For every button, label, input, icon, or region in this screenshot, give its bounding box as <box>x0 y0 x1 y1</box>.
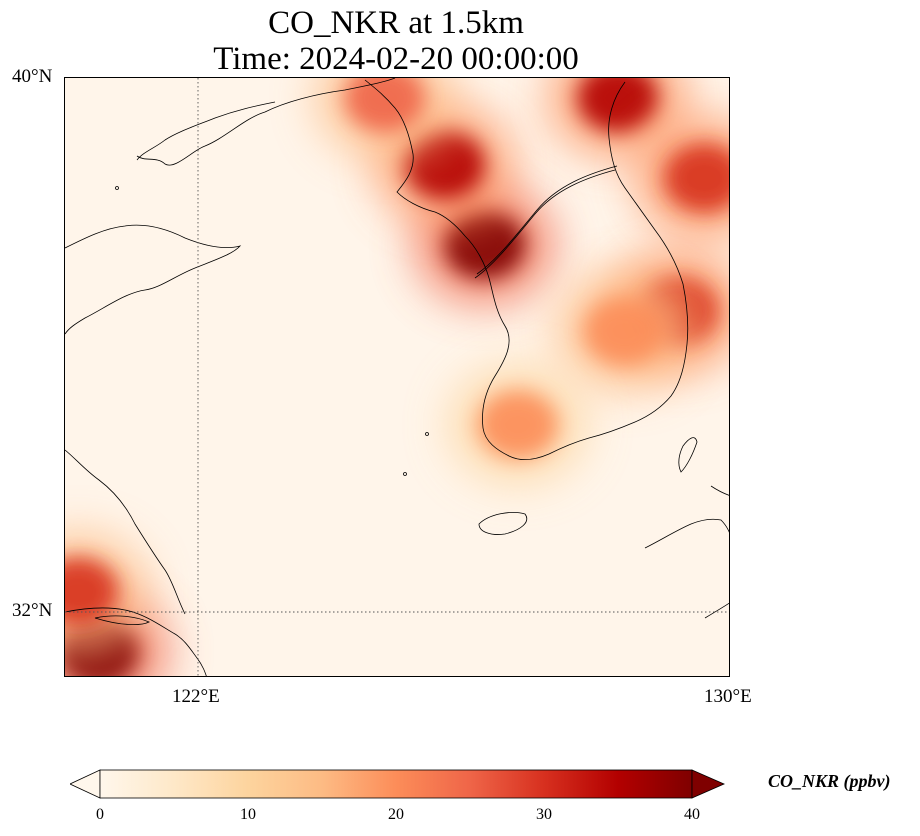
hotspot-core-2 <box>344 78 425 132</box>
coastline-yangtze <box>65 607 207 676</box>
concentration-field <box>65 78 729 676</box>
border-nk <box>474 169 616 279</box>
coastline-bohai-north <box>136 78 396 166</box>
colorbar-extend-max <box>691 769 725 799</box>
map-panel[interactable] <box>64 77 730 677</box>
coastline-kyushu-2 <box>644 518 729 549</box>
hotspot-core-3 <box>577 78 658 132</box>
map-canvas <box>65 78 729 676</box>
colorbar-extend-min <box>70 769 101 799</box>
coastline-korea-south <box>548 81 689 455</box>
small-island <box>115 186 119 190</box>
lon-tick-122e: 122°E <box>172 686 220 707</box>
colorbar-label: CO_NKR (ppbv) <box>768 771 891 791</box>
coastline-korea-west <box>364 79 550 460</box>
colorbar-tick-30: 30 <box>536 806 552 823</box>
hotspot-core-6 <box>584 297 665 366</box>
hotspot-core-7 <box>477 390 558 459</box>
map-title: CO_NKR at 1.5km <box>268 5 524 41</box>
colorbar-tick-0: 0 <box>96 806 104 823</box>
yangtze-island <box>94 615 150 626</box>
small-island <box>425 432 429 436</box>
border-nk-2 <box>476 165 618 275</box>
colorbar-tick-40: 40 <box>684 806 700 823</box>
hotspot-core-1 <box>404 130 485 199</box>
jeju-island <box>478 512 528 535</box>
coastline-shandong <box>65 224 242 335</box>
colorbar-tick-20: 20 <box>388 806 404 823</box>
hotspot-core-0 <box>444 210 525 279</box>
lon-tick-130e: 130°E <box>704 686 752 707</box>
lat-tick-40n: 40°N <box>12 66 53 87</box>
gridlines <box>65 78 729 676</box>
map-time-subtitle: Time: 2024-02-20 00:00:00 <box>213 41 579 77</box>
coastline-kyushu-3 <box>704 602 729 619</box>
colorbar <box>70 769 725 799</box>
colorbar-tick-10: 10 <box>240 806 256 823</box>
coastlines <box>65 78 729 676</box>
hotspot-core-4 <box>664 144 729 212</box>
coastline-kyushu <box>710 485 729 496</box>
colorbar-gradient <box>99 769 693 799</box>
small-island <box>403 472 407 476</box>
coastline-china-east <box>65 449 186 615</box>
tsushima-island <box>678 437 698 473</box>
coastline-liaodong <box>136 101 276 161</box>
lat-tick-32n: 32°N <box>12 600 53 621</box>
